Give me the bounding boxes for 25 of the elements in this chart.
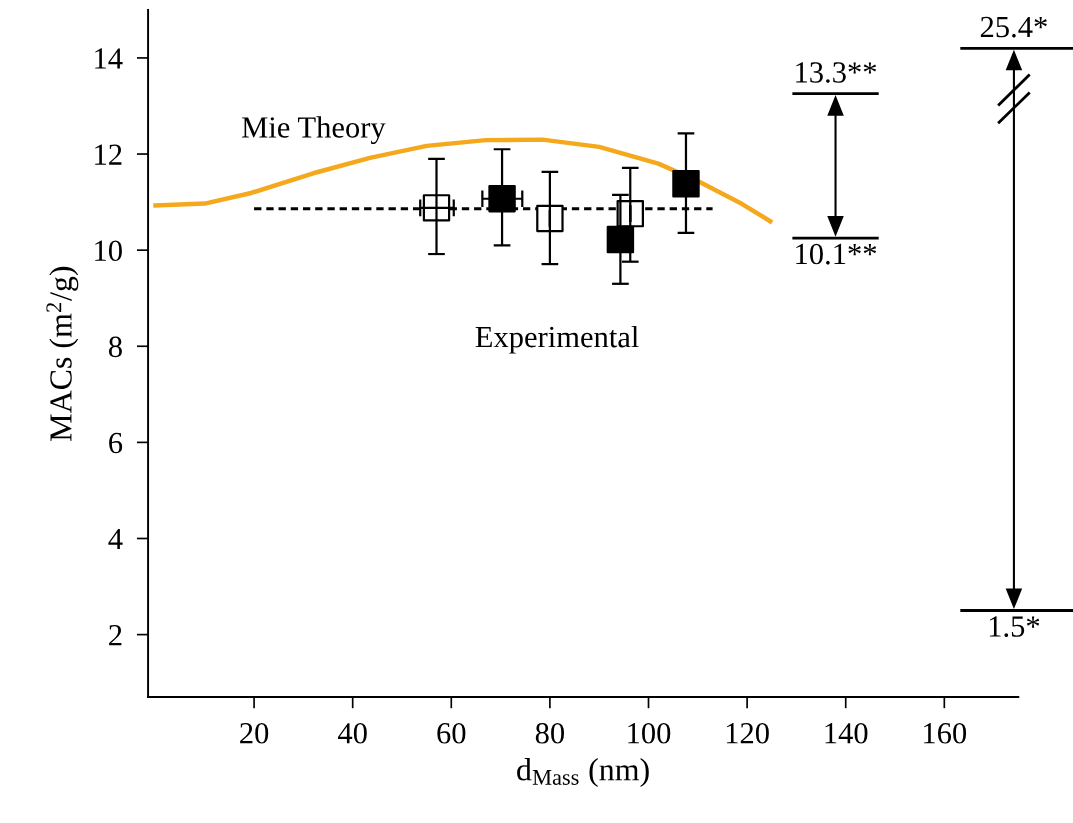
annotation: Experimental [475,325,639,354]
x-tick-label: 120 [726,722,769,744]
point [672,170,700,198]
annotation: 1.5* [989,616,1040,637]
y-axis-title: MACs (m$^{2}$/g) [46,266,79,441]
y-tick-label: 2 [109,624,122,646]
x-tick-label: 140 [825,722,868,744]
x-tick-label: 80 [535,722,565,744]
x-tick-label: 160 [924,722,967,744]
annotation: Mie Theory [242,116,386,145]
x-tick-label: 100 [628,722,671,744]
y-tick-label: 8 [108,336,122,358]
y-tick-label: 6 [109,432,123,454]
y-tick-label: 10 [95,240,122,262]
y-tick-label: 14 [95,48,123,69]
x-axis-title: d$_{Mass}$ (nm) [517,758,649,788]
x-tick-label: 60 [437,722,466,744]
x-tick-label: 20 [240,722,269,744]
x-tick-label: 40 [338,722,367,744]
y-tick-label: 4 [108,528,123,550]
annotation: 10.1** [796,243,877,265]
annotation: 25.4* [980,16,1047,38]
point [536,204,564,233]
annotation: 13.3** [796,62,877,83]
y-tick-label: 12 [95,144,122,165]
